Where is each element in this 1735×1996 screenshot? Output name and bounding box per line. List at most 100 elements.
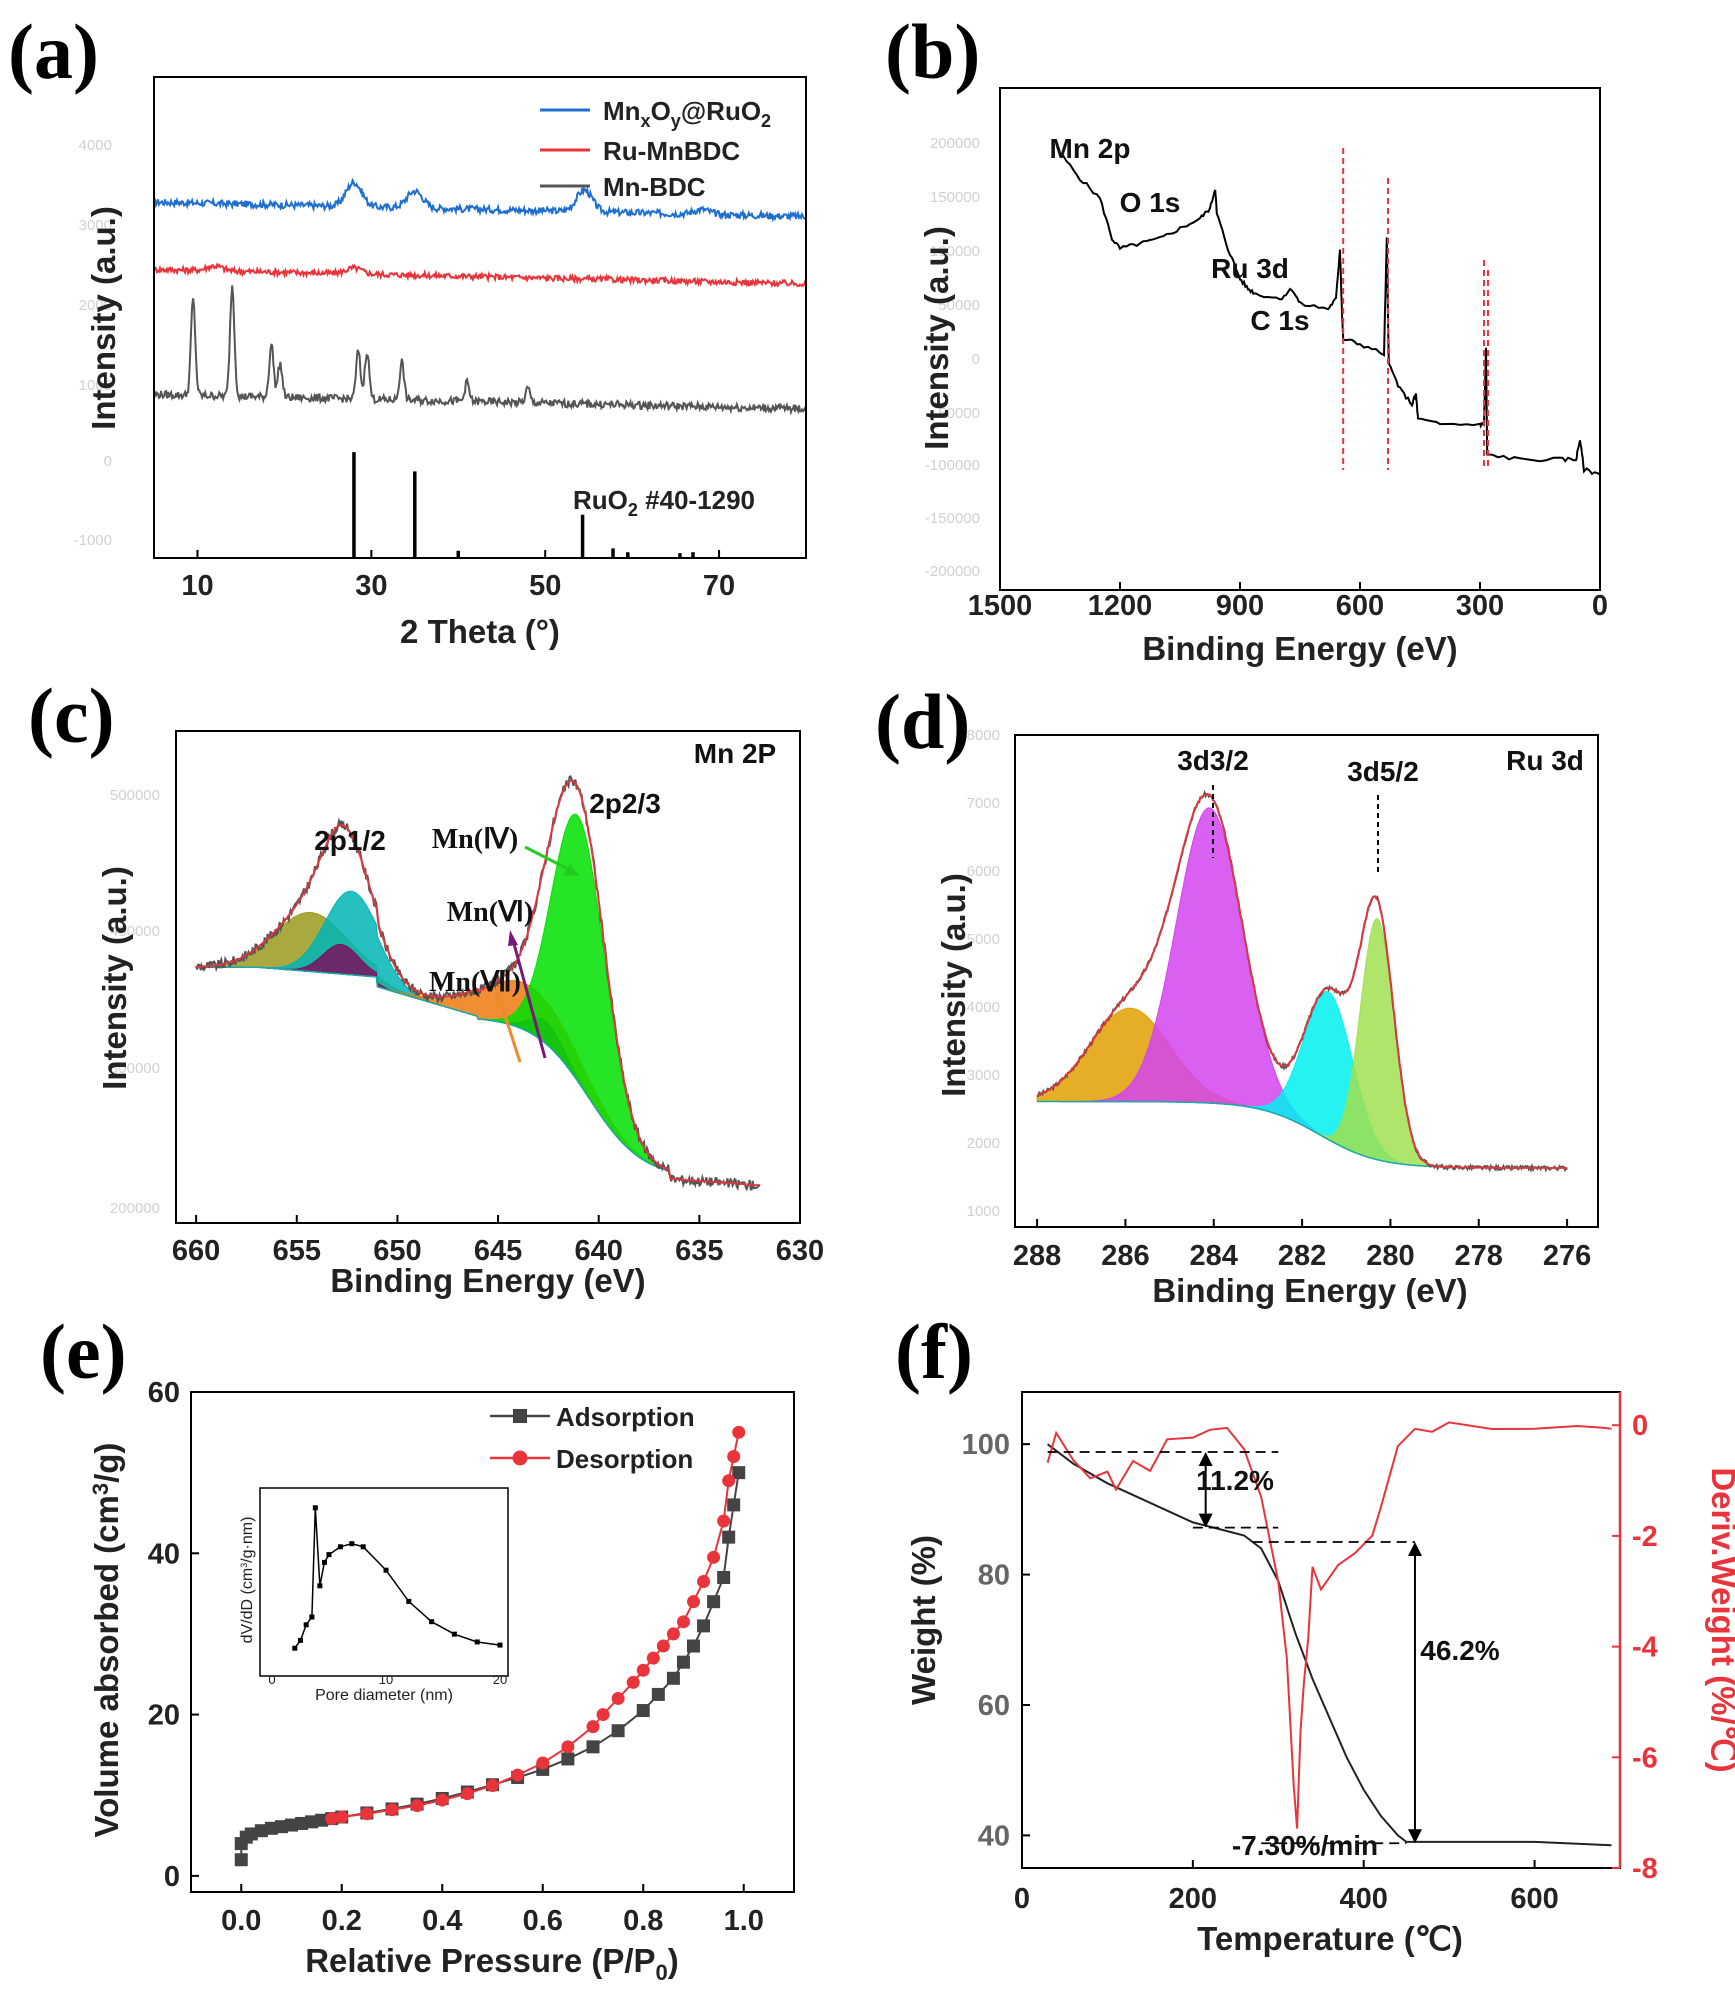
legend-label-adsorption: Adsorption [556,1402,695,1432]
tga-ylabel-right: Deriv.Weight (%/℃) [1705,1467,1735,1772]
svg-text:1000: 1000 [967,1203,1000,1220]
inset-x-tick-label: 0 [268,1672,275,1687]
xrd-x-tick-label: 70 [703,570,735,602]
isotherm-x-tick-label: 0.0 [221,1905,261,1937]
desorption-point [727,1450,741,1464]
desorption-point [656,1639,670,1653]
mn2p-peak-label-2: 2p2/3 [589,788,661,819]
xps-survey-frame [999,87,1601,591]
svg-text:4000: 4000 [79,137,112,154]
ru3d-title: Ru 3d [1506,745,1584,776]
ru3d-peak-label-2: 3d5/2 [1347,756,1419,787]
desorption-point [666,1627,680,1641]
isotherm-y-tick-label: 0 [164,1861,180,1893]
desorption-point [676,1615,690,1629]
tga-x-tick-label: 600 [1510,1883,1558,1915]
svg-text:100000: 100000 [930,243,980,260]
inset-point [292,1645,298,1651]
tga-dtg-curve [1046,1421,1612,1829]
svg-text:-50000: -50000 [933,405,980,422]
xps-survey-x-tick-label: 1200 [1088,590,1153,622]
adsorption-point [707,1595,721,1609]
panel-label-e: (e) [40,1308,127,1395]
adsorption-point [586,1740,600,1754]
ru3d-background [1037,1100,1501,1169]
panel-label-a: (a) [8,8,99,95]
tga-loss-1: 11.2% [1196,1465,1274,1496]
desorption-point [722,1474,736,1488]
panel-label-c: (c) [28,672,115,759]
xrd-plot-area [154,177,806,558]
desorption-point [717,1514,731,1528]
isotherm-x-tick-label: 0.6 [523,1905,563,1937]
svg-text:-1000: -1000 [74,532,112,549]
inset-point [321,1559,327,1565]
legend-marker-adsorption [513,1409,527,1423]
tga-arrow-head [1198,1513,1213,1528]
legend-label-mnxoy: MnxOy@RuO2 [603,96,771,131]
ru3d-x-tick-label: 280 [1366,1240,1414,1272]
xrd-series-line [154,262,806,289]
panel-c-faint-yticks: 500000 400000 300000 200000 [110,787,160,1217]
mn2p-x-tick-label: 630 [776,1235,824,1267]
isotherm-x-tick-label: 0.2 [322,1905,362,1937]
svg-text:500000: 500000 [110,787,160,804]
inset-x-tick-label: 20 [493,1672,507,1687]
adsorption-point [727,1498,741,1512]
xps-survey-x-ticks: 1500 1200 900 600 300 0 [968,582,1608,622]
mn2p-x-tick-label: 645 [474,1235,522,1267]
tga-xlabel: Temperature (℃) [1197,1920,1463,1957]
xrd-series-line [154,177,806,223]
desorption-point [360,1807,374,1821]
svg-text:200000: 200000 [930,135,980,152]
svg-text:8000: 8000 [967,727,1000,744]
adsorption-point [666,1671,680,1685]
inset-point [349,1541,355,1547]
svg-text:-200000: -200000 [925,563,980,580]
tga-plot-area [1046,1421,1612,1847]
pore-size-inset-ticks: 0 10 20 [268,1672,507,1687]
mn2p-frame [175,730,801,1224]
desorption-point [611,1691,625,1705]
desorption-point [561,1740,575,1754]
xps-survey-x-tick-label: 300 [1456,590,1504,622]
isotherm-x-tick-label: 1.0 [724,1905,764,1937]
pore-size-inset-frame [259,1487,509,1677]
adsorption-point [234,1853,248,1867]
tga-annotations [1047,1451,1422,1845]
adsorption-point [687,1639,700,1653]
ru3d-xlabel: Binding Energy (eV) [1152,1272,1467,1309]
inset-point [451,1631,457,1637]
adsorption-point [264,1821,278,1835]
tga-weight-curve [1046,1443,1612,1847]
tga-right-y-tick-label: -2 [1632,1521,1658,1553]
xps-survey-plot-area [1059,152,1600,476]
ru3d-x-tick-label: 276 [1543,1240,1591,1272]
tga-right-y-tick-label: -6 [1632,1742,1658,1774]
adsorption-point [254,1824,268,1838]
isotherm-x-tick-label: 0.8 [623,1905,663,1937]
legend-label-desorption: Desorption [556,1444,693,1474]
svg-text:1000: 1000 [79,377,112,394]
desorption-point [687,1595,700,1609]
inset-point [326,1552,332,1558]
isotherm-plot-area [234,1425,746,1867]
mn2p-x-tick-label: 655 [273,1235,321,1267]
desorption-point [596,1708,610,1722]
svg-text:400000: 400000 [110,923,160,940]
mn2p-x-tick-label: 650 [373,1235,421,1267]
xps-survey-x-tick-label: 900 [1216,590,1264,622]
panel-label-f: (f) [895,1308,973,1395]
tga-dtg-min: -7.30%/min [1232,1830,1378,1861]
desorption-point [385,1803,399,1817]
panel-label-b: (b) [885,8,980,95]
svg-text:0: 0 [972,351,980,368]
mn-state-arrows [495,845,580,1063]
xrd-series-line [154,285,806,416]
inset-point [406,1598,412,1604]
svg-text:50000: 50000 [938,297,980,314]
inset-point [337,1544,343,1550]
svg-text:2000: 2000 [79,297,112,314]
desorption-point [636,1663,650,1677]
mn2p-x-tick-label: 635 [675,1235,723,1267]
